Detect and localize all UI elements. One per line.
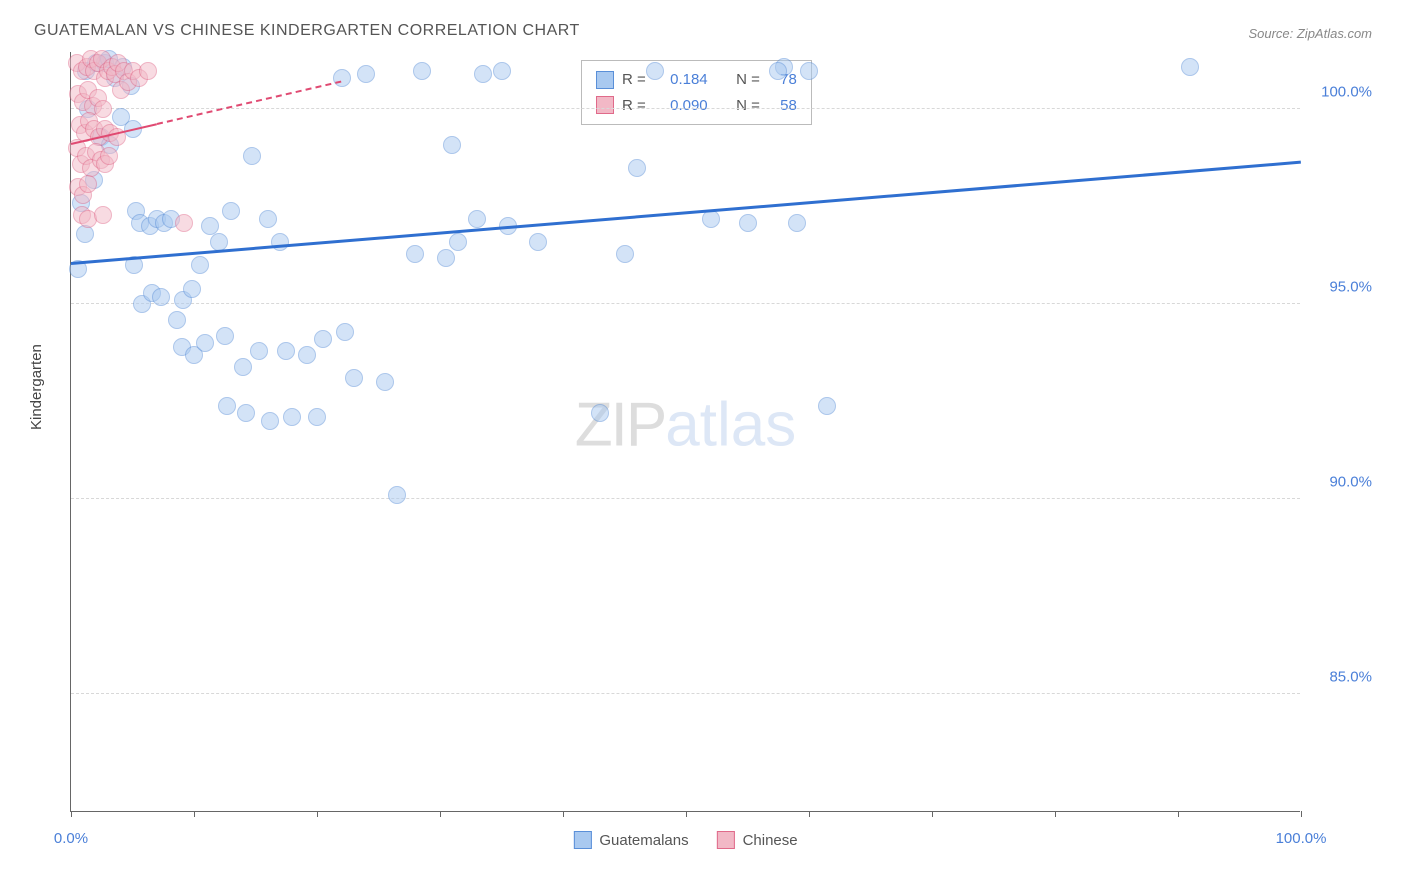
x-tick (1178, 811, 1179, 817)
scatter-point (788, 214, 806, 232)
scatter-point (628, 159, 646, 177)
scatter-point (196, 334, 214, 352)
legend-n-label: N = (736, 67, 760, 93)
trend-line (157, 80, 342, 124)
trend-line (71, 161, 1301, 265)
scatter-point (800, 62, 818, 80)
x-tick (563, 811, 564, 817)
chart-source: Source: ZipAtlas.com (1248, 26, 1372, 41)
gridline (71, 693, 1300, 694)
scatter-point (277, 342, 295, 360)
x-tick (71, 811, 72, 817)
x-tick-label: 100.0% (1276, 830, 1327, 847)
scatter-point (468, 210, 486, 228)
scatter-point (406, 245, 424, 263)
scatter-point (218, 397, 236, 415)
scatter-point (283, 408, 301, 426)
scatter-point (139, 62, 157, 80)
scatter-point (376, 373, 394, 391)
gridline (71, 498, 1300, 499)
scatter-point (449, 233, 467, 251)
legend-r-value: 0.090 (670, 93, 708, 119)
watermark-atlas: atlas (665, 390, 796, 459)
gridline (71, 303, 1300, 304)
legend-r-value: 0.184 (670, 67, 708, 93)
y-tick-label: 100.0% (1321, 84, 1372, 101)
x-tick (440, 811, 441, 817)
x-tick (686, 811, 687, 817)
scatter-point (388, 486, 406, 504)
scatter-point (413, 62, 431, 80)
scatter-point (646, 62, 664, 80)
legend-row: R = 0.184 N = 78 (596, 67, 797, 93)
scatter-point (261, 412, 279, 430)
scatter-point (769, 62, 787, 80)
scatter-point (591, 404, 609, 422)
legend-n-value: 58 (780, 93, 797, 119)
scatter-point (1181, 58, 1199, 76)
legend-r-label: R = (622, 93, 646, 119)
legend-n-label: N = (736, 93, 760, 119)
legend-row: R = 0.090 N = 58 (596, 93, 797, 119)
x-tick (1055, 811, 1056, 817)
scatter-point (168, 311, 186, 329)
scatter-point (529, 233, 547, 251)
scatter-point (152, 288, 170, 306)
plot-area: ZIPatlas R = 0.184 N = 78R = 0.090 N = 5… (70, 52, 1300, 812)
legend-swatch (596, 96, 614, 114)
series-legend: Guatemalans Chinese (573, 831, 797, 849)
series-legend-item: Guatemalans (573, 831, 688, 849)
legend-swatch (596, 71, 614, 89)
scatter-point (443, 136, 461, 154)
scatter-point (191, 256, 209, 274)
gridline (71, 108, 1300, 109)
scatter-point (76, 225, 94, 243)
scatter-point (250, 342, 268, 360)
x-tick (809, 811, 810, 817)
scatter-point (493, 62, 511, 80)
scatter-point (100, 147, 118, 165)
x-tick (932, 811, 933, 817)
scatter-point (234, 358, 252, 376)
scatter-point (237, 404, 255, 422)
scatter-point (474, 65, 492, 83)
x-tick (317, 811, 318, 817)
legend-swatch (573, 831, 591, 849)
legend-swatch (717, 831, 735, 849)
scatter-point (345, 369, 363, 387)
scatter-point (333, 69, 351, 87)
chart-title: GUATEMALAN VS CHINESE KINDERGARTEN CORRE… (34, 22, 580, 40)
watermark-zip: ZIP (575, 390, 665, 459)
watermark: ZIPatlas (575, 389, 796, 460)
scatter-point (336, 323, 354, 341)
y-tick-label: 95.0% (1329, 279, 1372, 296)
scatter-point (437, 249, 455, 267)
scatter-point (222, 202, 240, 220)
scatter-point (298, 346, 316, 364)
scatter-point (308, 408, 326, 426)
scatter-point (183, 280, 201, 298)
scatter-point (175, 214, 193, 232)
legend-r-label: R = (622, 67, 646, 93)
scatter-point (259, 210, 277, 228)
scatter-point (94, 206, 112, 224)
y-axis-title: Kindergarten (28, 344, 45, 430)
scatter-point (357, 65, 375, 83)
x-tick (1301, 811, 1302, 817)
scatter-point (79, 175, 97, 193)
y-tick-label: 85.0% (1329, 669, 1372, 686)
scatter-point (243, 147, 261, 165)
series-legend-item: Chinese (717, 831, 798, 849)
series-legend-label: Chinese (743, 832, 798, 849)
x-tick (194, 811, 195, 817)
series-legend-label: Guatemalans (599, 832, 688, 849)
scatter-point (739, 214, 757, 232)
scatter-point (818, 397, 836, 415)
scatter-point (616, 245, 634, 263)
scatter-point (216, 327, 234, 345)
y-tick-label: 90.0% (1329, 474, 1372, 491)
x-tick-label: 0.0% (54, 830, 88, 847)
scatter-point (314, 330, 332, 348)
